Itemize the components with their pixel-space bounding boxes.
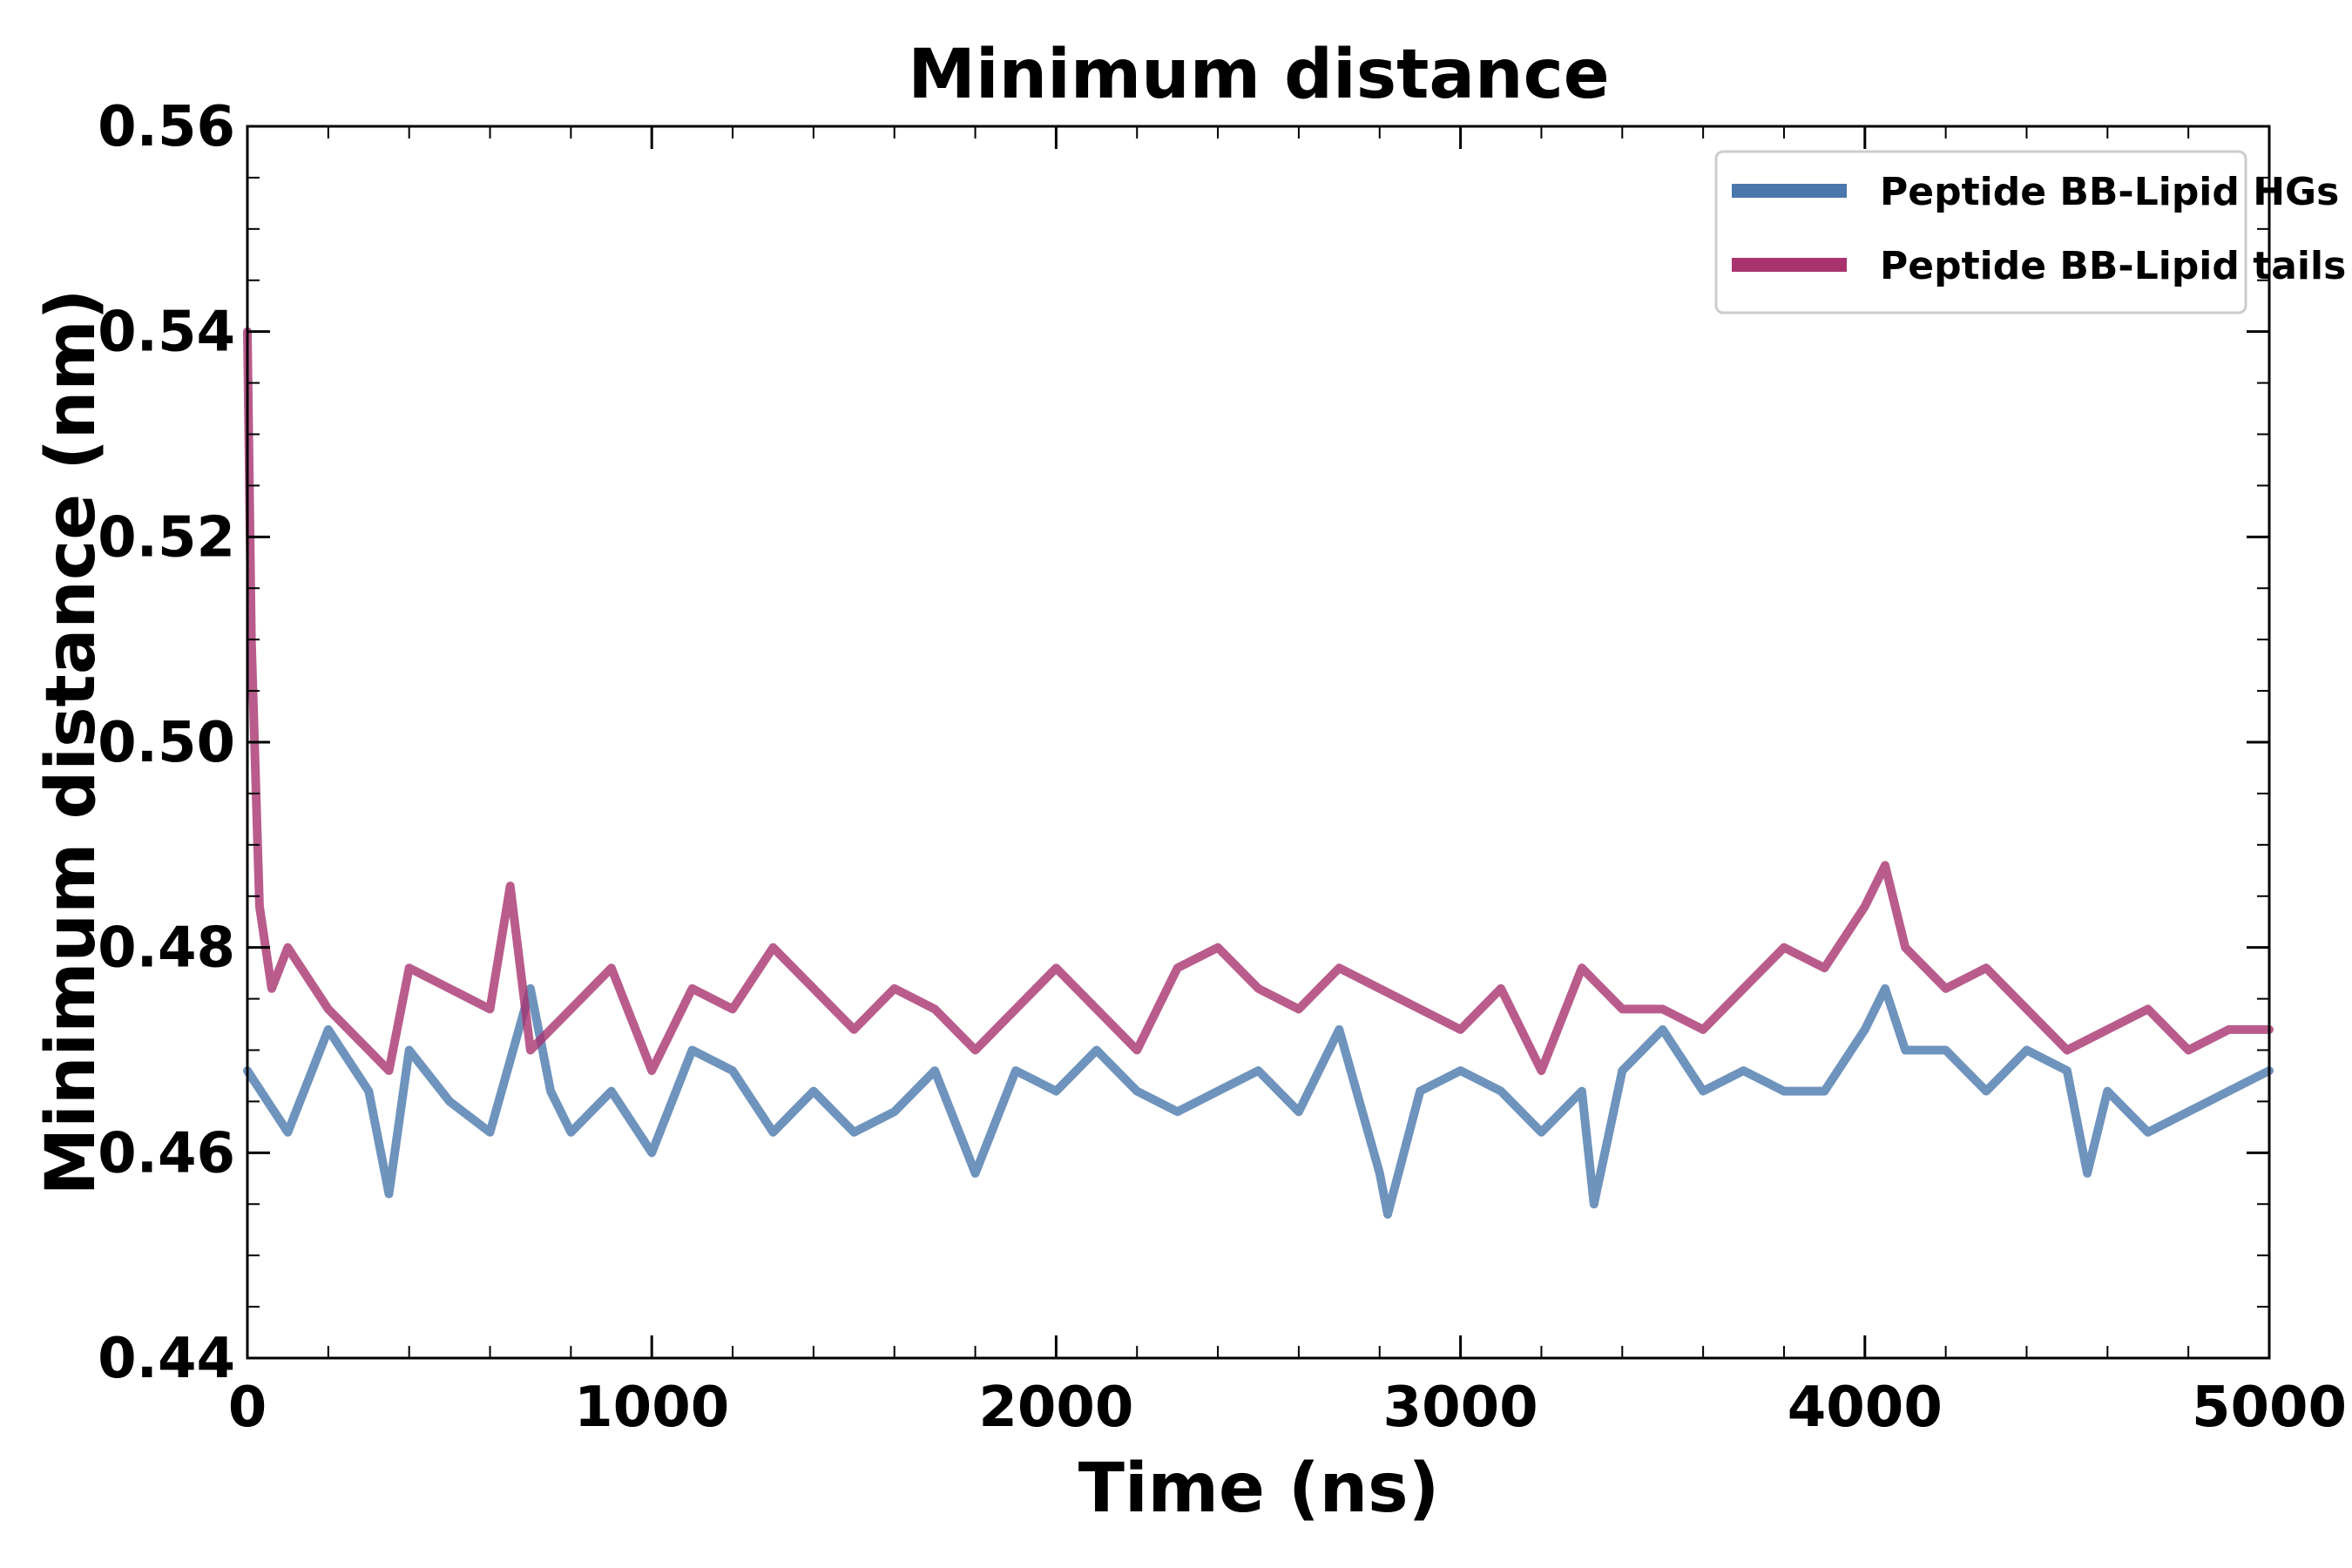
x-axis-label: Time (ns) xyxy=(1078,1450,1440,1528)
legend-box xyxy=(1714,150,2247,314)
legend-label-tails: Peptide BB-Lipid tails xyxy=(1880,244,2346,288)
series-line-0 xyxy=(243,983,2274,1219)
chart-title: Minimum distance xyxy=(908,36,1609,114)
y-tick-label: 0.54 xyxy=(98,301,235,365)
x-tick-label: 0 xyxy=(228,1375,267,1440)
x-tick-label: 2000 xyxy=(978,1375,1133,1440)
y-tick-label: 0.56 xyxy=(98,95,235,159)
legend: Peptide BB-Lipid HGs Peptide BB-Lipid ta… xyxy=(1714,150,2346,314)
x-tick-label: 1000 xyxy=(574,1375,729,1440)
series-line-1 xyxy=(243,327,2274,1076)
y-axis-label: Minimum distance (nm) xyxy=(32,289,111,1196)
y-tick-label: 0.44 xyxy=(98,1327,235,1391)
y-tick-label: 0.50 xyxy=(98,711,235,775)
x-tick-label: 3000 xyxy=(1383,1375,1538,1440)
y-tick-label: 0.46 xyxy=(98,1121,235,1186)
series-layer xyxy=(243,327,2274,1219)
legend-label-hgs: Peptide BB-Lipid HGs xyxy=(1880,170,2339,214)
x-tick-label: 4000 xyxy=(1788,1375,1943,1440)
x-tick-label: 5000 xyxy=(2192,1375,2347,1440)
y-tick-label: 0.48 xyxy=(98,916,235,981)
y-tick-label: 0.52 xyxy=(98,505,235,570)
tick-layer: 0 1000 2000 3000 4000 5000 0.44 0.46 0.48 0.50 0.5… xyxy=(98,95,2347,1440)
